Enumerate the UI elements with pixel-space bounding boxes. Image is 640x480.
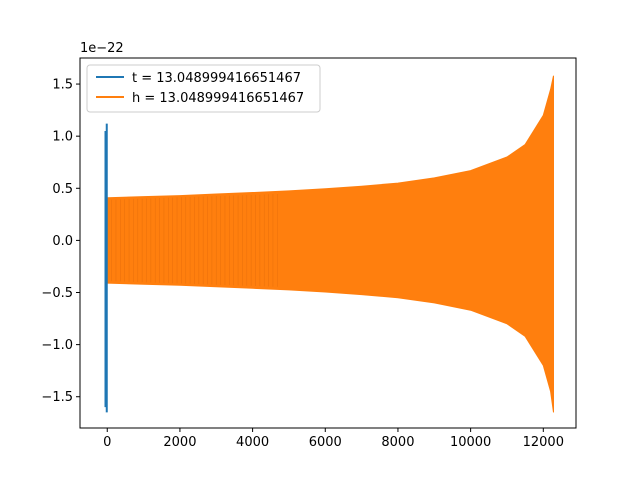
- x-tick-label: 4000: [236, 435, 269, 450]
- plot-area: [104, 75, 554, 413]
- y-tick-label: 1.5: [52, 78, 73, 93]
- x-tick-label: 10000: [450, 435, 491, 450]
- legend: t = 13.048999416651467 h = 13.0489994166…: [86, 64, 321, 113]
- y-tick-label: −1.0: [41, 338, 73, 353]
- x-axis: 0 2000 4000 6000 8000 10000 12000: [103, 428, 564, 450]
- y-tick-label: 1.0: [52, 130, 73, 145]
- legend-box: [86, 64, 321, 113]
- x-tick-label: 6000: [309, 435, 342, 450]
- x-tick-label: 12000: [523, 435, 564, 450]
- legend-label-t: t = 13.048999416651467: [132, 71, 301, 86]
- series-h-band: [106, 75, 554, 413]
- y-axis: −1.5 −1.0 −0.5 0.0 0.5 1.0 1.5: [41, 78, 80, 405]
- y-tick-label: −0.5: [41, 286, 73, 301]
- axes-frame: [79, 57, 577, 429]
- y-offset-label: 1e−22: [80, 41, 124, 56]
- y-tick-label: 0.0: [52, 234, 73, 249]
- x-tick-label: 0: [103, 435, 111, 450]
- x-tick-label: 2000: [163, 435, 196, 450]
- legend-label-h: h = 13.048999416651467: [132, 91, 304, 106]
- y-tick-label: 0.5: [52, 182, 73, 197]
- x-tick-label: 8000: [381, 435, 414, 450]
- y-tick-label: −1.5: [41, 390, 73, 405]
